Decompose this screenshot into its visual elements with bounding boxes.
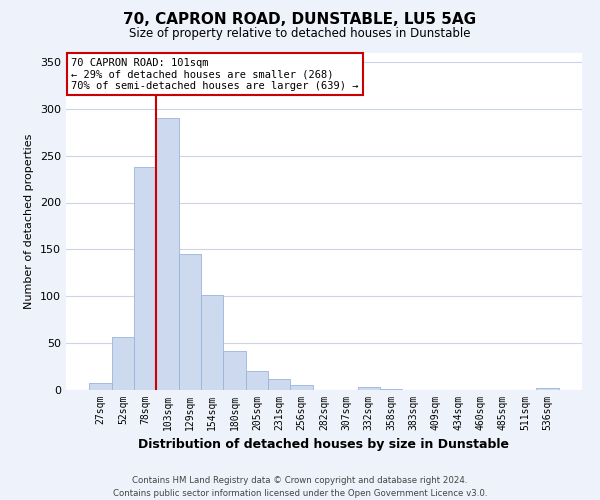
Bar — [157, 118, 179, 390]
Text: Contains HM Land Registry data © Crown copyright and database right 2024.
Contai: Contains HM Land Registry data © Crown c… — [113, 476, 487, 498]
Bar — [112, 336, 134, 390]
Bar — [358, 387, 380, 390]
Bar — [290, 386, 313, 390]
Text: 70, CAPRON ROAD, DUNSTABLE, LU5 5AG: 70, CAPRON ROAD, DUNSTABLE, LU5 5AG — [124, 12, 476, 28]
X-axis label: Distribution of detached houses by size in Dunstable: Distribution of detached houses by size … — [139, 438, 509, 452]
Bar — [201, 296, 223, 390]
Text: 70 CAPRON ROAD: 101sqm
← 29% of detached houses are smaller (268)
70% of semi-de: 70 CAPRON ROAD: 101sqm ← 29% of detached… — [71, 58, 359, 91]
Bar — [179, 254, 201, 390]
Bar — [268, 379, 290, 390]
Bar — [134, 167, 157, 390]
Y-axis label: Number of detached properties: Number of detached properties — [25, 134, 34, 309]
Text: Size of property relative to detached houses in Dunstable: Size of property relative to detached ho… — [129, 28, 471, 40]
Bar — [89, 382, 112, 390]
Bar — [380, 389, 402, 390]
Bar — [223, 350, 246, 390]
Bar — [246, 371, 268, 390]
Bar — [536, 388, 559, 390]
